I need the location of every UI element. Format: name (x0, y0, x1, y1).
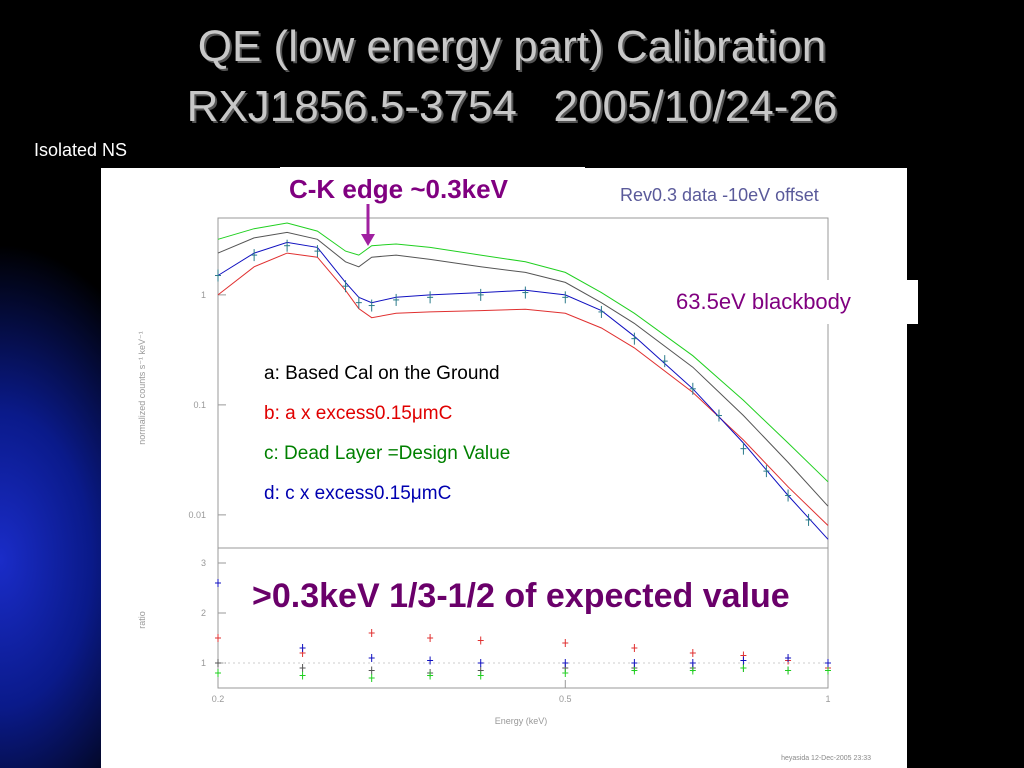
side-note: Isolated NS (34, 140, 128, 160)
blackbody-annotation: 63.5eV blackbody (676, 289, 851, 314)
y-tick-label-bottom: 3 (201, 558, 206, 568)
y-tick-label-top: 0.1 (193, 400, 206, 410)
y-tick-label-bottom: 1 (201, 658, 206, 668)
footer-credit: heyasida 12-Dec-2005 23:33 (781, 755, 871, 762)
series-line-c (217, 222, 829, 483)
revision-note: Rev0.3 data -10eV offset (620, 185, 819, 205)
edge-label-box (280, 167, 585, 215)
x-axis-label: Energy (keV) (495, 716, 548, 726)
x-tick-label: 1 (825, 694, 830, 704)
slide-title-line2: RXJ1856.5-3754 2005/10/24-26 (186, 82, 838, 131)
blackbody-label-box (672, 280, 918, 324)
edge-arrow-icon (361, 204, 375, 246)
y-tick-label-top: 1 (201, 290, 206, 300)
y-axis-label-top: normalized counts s⁻¹ keV⁻¹ (137, 331, 147, 445)
y-axis-label-bottom: ratio (137, 611, 147, 629)
chart-panel: 0.2 0.5 1 1 0.1 0.01 3 2 1 Energy (keV) normaliz… (101, 168, 907, 768)
ratio-plot-frame (217, 547, 829, 689)
y-tick-label-top: 0.01 (188, 510, 206, 520)
legend-item-c: c: Dead Layer =Design Value (264, 443, 511, 464)
spectrum-chart: 0.2 0.5 1 1 0.1 0.01 3 2 1 Energy (keV) normaliz… (137, 217, 871, 762)
series-line-a (217, 231, 829, 507)
y-tick-label-bottom: 2 (201, 608, 206, 618)
x-tick-label: 0.5 (559, 694, 572, 704)
series-line-d (217, 241, 829, 540)
conclusion-annotation: >0.3keV 1/3-1/2 of expected value (252, 577, 790, 615)
x-tick-label: 0.2 (212, 694, 225, 704)
legend-item-b: b: a x excess0.15μmC (264, 403, 453, 424)
edge-annotation: C-K edge ~0.3keV (289, 174, 508, 204)
legend-item-d: d: c x excess0.15μmC (264, 483, 452, 504)
slide-title-line1: QE (low energy part) Calibration (197, 22, 827, 71)
series-line-b (217, 252, 829, 526)
legend-item-a: a: Based Cal on the Ground (264, 363, 500, 384)
